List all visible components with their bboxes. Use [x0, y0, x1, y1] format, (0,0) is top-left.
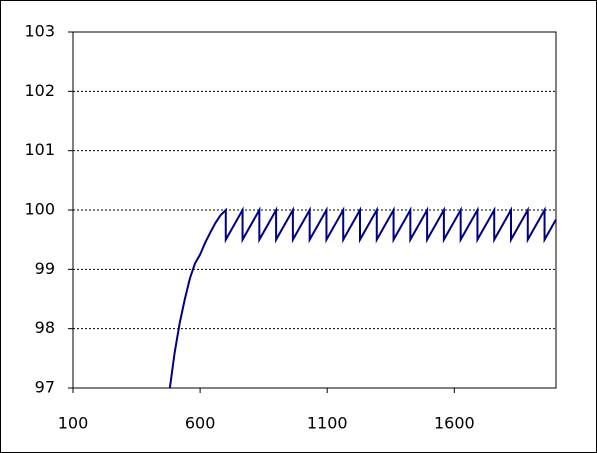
y-tick-label: 101	[24, 140, 55, 159]
x-tick-label: 100	[58, 414, 89, 433]
x-tick-label: 600	[185, 414, 216, 433]
data-line	[168, 206, 557, 389]
x-tick-label: 1100	[307, 414, 348, 433]
plot-border	[72, 31, 557, 389]
y-tick-label: 99	[35, 259, 55, 278]
y-tick-label: 97	[35, 378, 55, 397]
y-tick-label: 98	[35, 318, 55, 337]
y-tick-label: 102	[24, 81, 55, 100]
y-tick-label: 103	[24, 22, 55, 41]
y-tick-label: 100	[24, 200, 55, 219]
x-tick-label: 1600	[434, 414, 475, 433]
